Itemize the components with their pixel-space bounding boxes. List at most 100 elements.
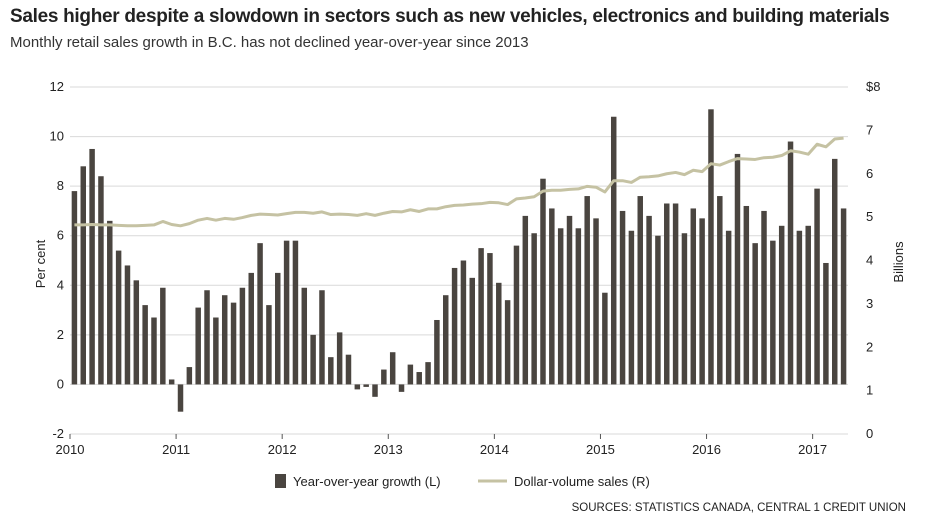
bar <box>381 369 387 385</box>
bar <box>416 372 422 385</box>
left-tick-label: 0 <box>57 376 64 391</box>
bar <box>133 280 140 385</box>
bar <box>451 267 458 385</box>
bar <box>195 307 201 385</box>
bar <box>319 290 325 385</box>
bar <box>575 228 582 385</box>
bar <box>248 272 254 385</box>
bar <box>460 260 467 385</box>
bar <box>752 243 758 385</box>
x-tick-label: 2017 <box>798 442 827 457</box>
source-note: SOURCES: STATISTICS CANADA, CENTRAL 1 CR… <box>571 502 906 514</box>
bar <box>593 218 599 385</box>
bar <box>610 116 617 385</box>
bar <box>363 384 369 387</box>
bar <box>160 287 166 385</box>
x-tick-label: 2014 <box>480 442 509 457</box>
bar <box>557 228 564 385</box>
bar <box>504 300 511 385</box>
left-tick-label: 10 <box>50 129 64 144</box>
bar <box>107 220 113 385</box>
bar <box>124 265 131 385</box>
right-tick-label: $8 <box>866 79 880 94</box>
bar <box>602 292 608 385</box>
left-axis-ticks: -2 0 2 4 6 8 10 12 <box>50 79 64 441</box>
bar <box>513 245 520 385</box>
bar <box>89 148 95 385</box>
bar <box>814 188 820 385</box>
legend-bar-swatch <box>275 474 286 488</box>
bar <box>275 272 281 385</box>
bar <box>549 208 555 385</box>
bar <box>522 215 529 385</box>
bar <box>796 230 803 385</box>
bar <box>832 158 838 385</box>
bar <box>115 250 122 385</box>
bar <box>425 362 431 385</box>
bar <box>478 248 484 385</box>
x-tick-label: 2016 <box>692 442 721 457</box>
bar <box>743 205 750 385</box>
bar <box>646 215 652 385</box>
legend-bar-label: Year-over-year growth (L) <box>293 474 441 489</box>
bar <box>177 384 184 412</box>
bar <box>266 305 272 385</box>
bar <box>655 235 661 385</box>
bar <box>142 305 148 385</box>
right-tick-label: 3 <box>866 296 873 311</box>
right-tick-label: 1 <box>866 383 873 398</box>
bar <box>628 230 635 385</box>
bar <box>787 141 794 385</box>
bar <box>717 196 723 385</box>
right-tick-label: 6 <box>866 166 873 181</box>
bar <box>389 352 396 385</box>
left-tick-label: 6 <box>57 228 64 243</box>
bar <box>345 354 352 385</box>
chart-title: Sales higher despite a slowdown in secto… <box>10 6 890 27</box>
bar <box>257 243 263 385</box>
bar <box>690 208 697 385</box>
bar <box>823 262 829 385</box>
right-tick-label: 0 <box>866 426 873 441</box>
bar <box>372 384 378 397</box>
bar <box>213 317 219 385</box>
right-axis-ticks: 0 1 2 3 4 5 6 7 $8 <box>866 79 880 441</box>
bar <box>186 367 193 385</box>
left-tick-label: 12 <box>50 79 64 94</box>
bar <box>778 225 785 385</box>
bar <box>531 233 537 385</box>
bar <box>637 196 643 385</box>
bar <box>619 210 626 385</box>
bar <box>734 153 741 385</box>
bar <box>725 230 732 385</box>
x-tick-label: 2010 <box>56 442 85 457</box>
bar <box>310 334 316 385</box>
bar <box>584 196 590 385</box>
bar <box>566 215 573 385</box>
bar <box>98 176 104 385</box>
bar <box>336 332 343 385</box>
bar-series <box>71 109 847 412</box>
bar <box>805 225 811 385</box>
bar <box>71 191 78 385</box>
bar <box>292 240 299 385</box>
bar <box>681 233 688 385</box>
sales-line <box>74 136 844 228</box>
left-tick-label: 4 <box>57 277 64 292</box>
bar <box>496 282 502 385</box>
bar <box>283 240 290 385</box>
bar <box>840 208 847 385</box>
chart-subtitle: Monthly retail sales growth in B.C. has … <box>10 34 529 51</box>
right-tick-label: 4 <box>866 253 873 268</box>
bar <box>301 287 308 385</box>
bar <box>770 240 776 385</box>
bar <box>151 317 157 385</box>
legend-line-label: Dollar-volume sales (R) <box>514 474 650 489</box>
bar <box>204 290 210 385</box>
legend: Year-over-year growth (L) Dollar-volume … <box>275 474 650 489</box>
right-tick-label: 5 <box>866 209 873 224</box>
bar <box>540 178 546 385</box>
line-series <box>74 136 844 228</box>
bar <box>469 277 475 385</box>
